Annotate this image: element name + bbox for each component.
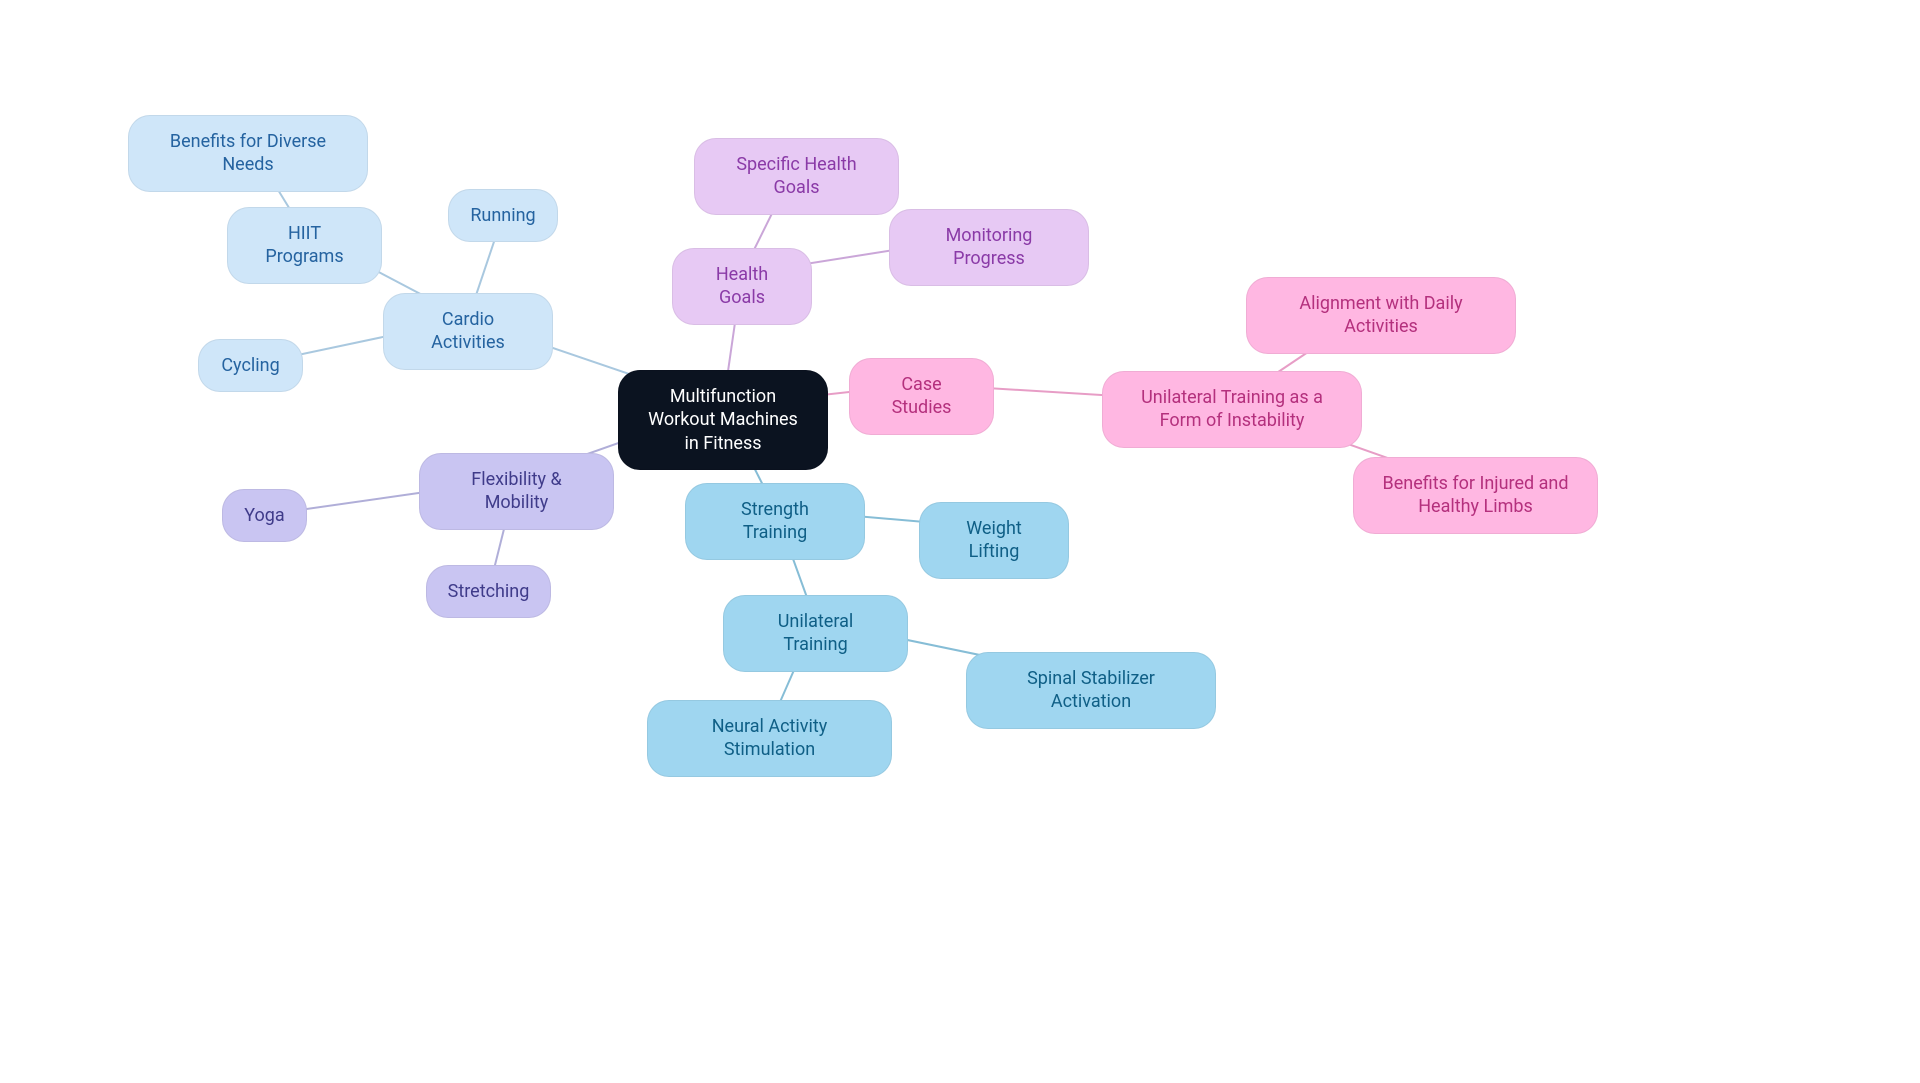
node-yoga[interactable]: Yoga: [222, 489, 307, 542]
node-label: Flexibility & Mobility: [444, 468, 589, 515]
node-spinal[interactable]: Spinal Stabilizer Activation: [966, 652, 1216, 729]
node-label: Weight Lifting: [944, 517, 1044, 564]
node-benefits-diverse[interactable]: Benefits for Diverse Needs: [128, 115, 368, 192]
node-label: Unilateral Training: [748, 610, 883, 657]
node-label: Spinal Stabilizer Activation: [991, 667, 1191, 714]
node-specific-health[interactable]: Specific Health Goals: [694, 138, 899, 215]
node-label: Neural Activity Stimulation: [672, 715, 867, 762]
node-label: Unilateral Training as a Form of Instabi…: [1127, 386, 1337, 433]
node-stretching[interactable]: Stretching: [426, 565, 551, 618]
diagram-canvas: Multifunction Workout Machines in Fitnes…: [0, 0, 1920, 1083]
node-label: HIIT Programs: [252, 222, 357, 269]
node-monitoring[interactable]: Monitoring Progress: [889, 209, 1089, 286]
node-hiit[interactable]: HIIT Programs: [227, 207, 382, 284]
node-label: Specific Health Goals: [719, 153, 874, 200]
node-neural[interactable]: Neural Activity Stimulation: [647, 700, 892, 777]
node-label: Cycling: [221, 354, 279, 377]
node-label: Health Goals: [697, 263, 787, 310]
node-case[interactable]: Case Studies: [849, 358, 994, 435]
node-benefits-limbs[interactable]: Benefits for Injured and Healthy Limbs: [1353, 457, 1598, 534]
node-label: Strength Training: [710, 498, 840, 545]
node-unilat[interactable]: Unilateral Training: [723, 595, 908, 672]
node-unilat-inst[interactable]: Unilateral Training as a Form of Instabi…: [1102, 371, 1362, 448]
node-running[interactable]: Running: [448, 189, 558, 242]
node-cardio[interactable]: Cardio Activities: [383, 293, 553, 370]
node-health[interactable]: Health Goals: [672, 248, 812, 325]
node-label: Multifunction Workout Machines in Fitnes…: [643, 385, 803, 455]
node-strength[interactable]: Strength Training: [685, 483, 865, 560]
node-label: Cardio Activities: [408, 308, 528, 355]
node-label: Alignment with Daily Activities: [1271, 292, 1491, 339]
node-center[interactable]: Multifunction Workout Machines in Fitnes…: [618, 370, 828, 470]
node-alignment[interactable]: Alignment with Daily Activities: [1246, 277, 1516, 354]
node-label: Case Studies: [874, 373, 969, 420]
node-weight[interactable]: Weight Lifting: [919, 502, 1069, 579]
node-label: Yoga: [244, 504, 284, 527]
node-flex[interactable]: Flexibility & Mobility: [419, 453, 614, 530]
node-label: Running: [470, 204, 535, 227]
node-label: Stretching: [448, 580, 530, 603]
node-label: Monitoring Progress: [914, 224, 1064, 271]
node-label: Benefits for Diverse Needs: [153, 130, 343, 177]
node-cycling[interactable]: Cycling: [198, 339, 303, 392]
node-label: Benefits for Injured and Healthy Limbs: [1378, 472, 1573, 519]
